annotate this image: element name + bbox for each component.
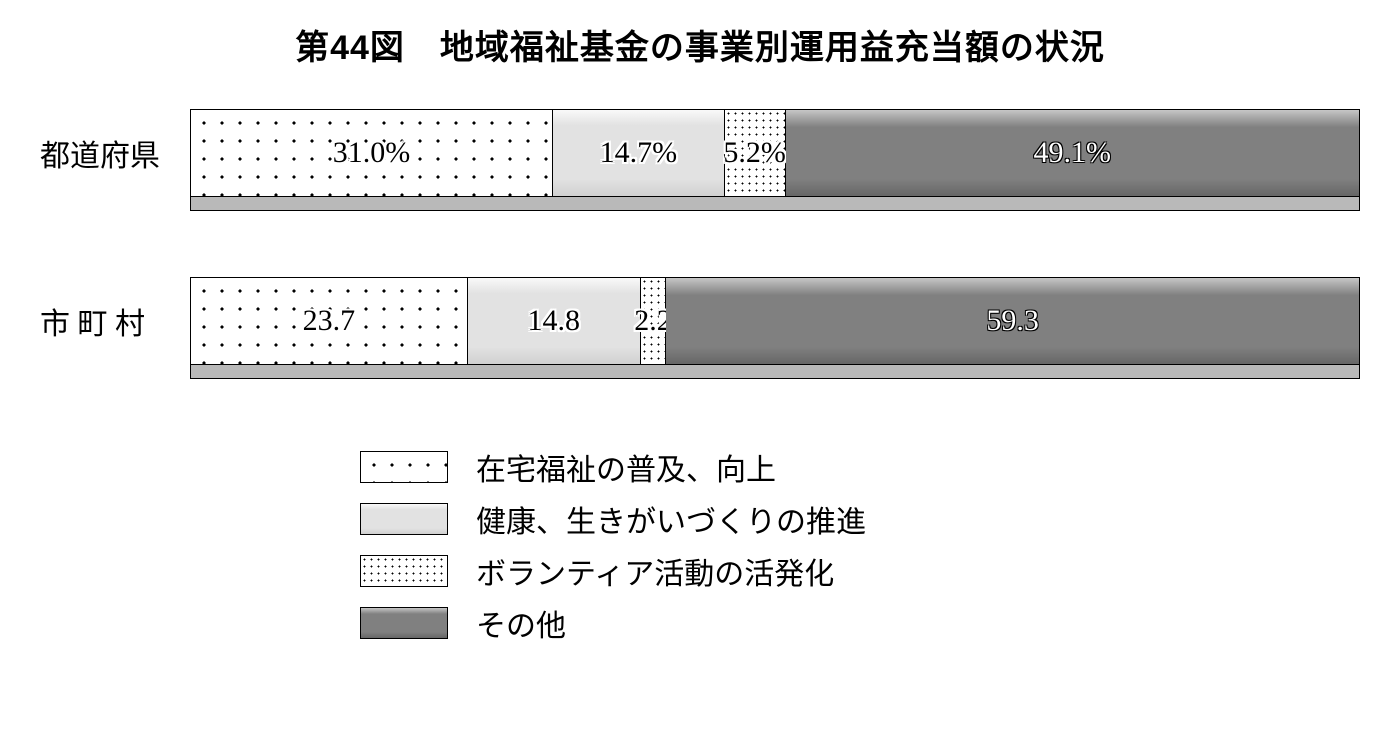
chart-title: 第44図 地域福祉基金の事業別運用益充当額の状況 [40,20,1360,69]
segment-other: 59.3 [666,278,1359,364]
segment-volunteer: 2.2 [641,278,667,364]
legend: 在宅福祉の普及、向上 健康、生きがいづくりの推進 ボランティア活動の活発化 その… [360,445,1360,645]
segment-home-welfare: 31.0% [191,110,553,196]
row-label: 市 町 村 [40,299,190,343]
segment-value: 23.7 [301,304,358,338]
legend-swatch-icon [360,451,448,483]
segment-value: 14.8 [525,304,582,338]
stacked-bar: 31.0% 14.7% 5.2% 49.1% [190,109,1360,197]
bar-row-prefecture: 都道府県 31.0% 14.7% 5.2% 49.1% [40,109,1360,197]
bar-shadow [190,365,1360,379]
segment-value: 5.2% [721,136,788,170]
legend-label: ボランティア活動の活発化 [476,549,834,593]
segment-value: 14.7% [598,136,680,170]
chart-container: 第44図 地域福祉基金の事業別運用益充当額の状況 都道府県 31.0% 14.7… [0,0,1400,756]
segment-value: 31.0% [331,136,413,170]
segment-health-ikigai: 14.8 [468,278,641,364]
bar-wrap: 31.0% 14.7% 5.2% 49.1% [190,109,1360,197]
segment-value: 59.3 [984,304,1041,338]
legend-item-health-ikigai: 健康、生きがいづくりの推進 [360,497,1360,541]
segment-other: 49.1% [786,110,1359,196]
segment-health-ikigai: 14.7% [553,110,725,196]
legend-swatch-icon [360,555,448,587]
bar-wrap: 23.7 14.8 2.2 59.3 [190,277,1360,365]
segment-value: 49.1% [1031,136,1113,170]
segment-volunteer: 5.2% [725,110,786,196]
segment-home-welfare: 23.7 [191,278,468,364]
legend-label: その他 [476,601,566,645]
legend-item-volunteer: ボランティア活動の活発化 [360,549,1360,593]
bar-shadow [190,197,1360,211]
row-label: 都道府県 [40,131,190,175]
legend-item-home-welfare: 在宅福祉の普及、向上 [360,445,1360,489]
legend-label: 健康、生きがいづくりの推進 [476,497,866,541]
legend-label: 在宅福祉の普及、向上 [476,445,776,489]
stacked-bar: 23.7 14.8 2.2 59.3 [190,277,1360,365]
bar-row-municipality: 市 町 村 23.7 14.8 2.2 59.3 [40,277,1360,365]
legend-swatch-icon [360,503,448,535]
legend-item-other: その他 [360,601,1360,645]
legend-swatch-icon [360,607,448,639]
